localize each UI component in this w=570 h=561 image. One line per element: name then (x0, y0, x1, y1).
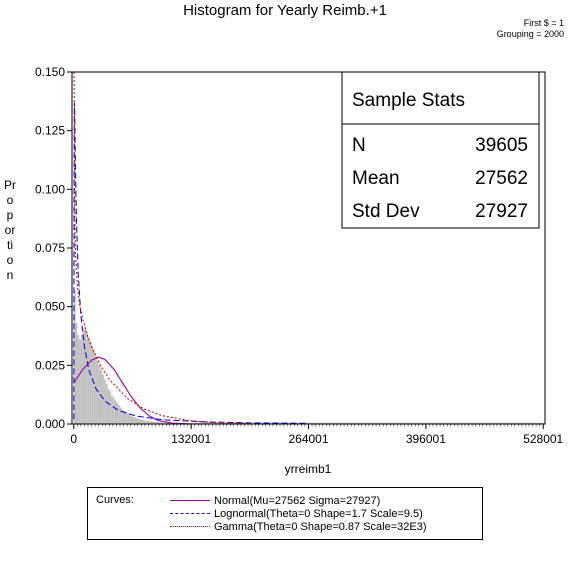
histogram-bar (95, 355, 97, 424)
histogram-bar (130, 415, 133, 424)
histogram-bar (88, 337, 90, 424)
x-tick-label: 396001 (406, 432, 446, 446)
stat-value-n: 39605 (475, 135, 528, 156)
curves-legend: Curves: Normal(Mu=27562 Sigma=27927) Log… (87, 487, 483, 540)
x-axis-label: yrreimb1 (285, 462, 332, 476)
bars-layer (73, 290, 544, 424)
legend-swatch-lognormal (170, 513, 210, 514)
histogram-bar (125, 412, 128, 424)
histogram-bar (109, 391, 112, 424)
histogram-bar (155, 421, 160, 424)
histogram-bar (73, 290, 76, 424)
stat-label-n: N (352, 135, 366, 156)
histogram-bar (79, 339, 81, 424)
histogram-bar (84, 327, 87, 424)
histogram-bar (141, 419, 144, 424)
x-tick-label: 132001 (171, 432, 211, 446)
stat-label-std-dev: Std Dev (352, 201, 420, 222)
histogram-bar (105, 384, 108, 424)
legend-item-lognormal: Lognormal(Theta=0 Shape=1.7 Scale=9.5) (170, 507, 423, 520)
histogram-bar (77, 334, 80, 424)
sample-stats-table: Sample Stats N 39605 Mean 27562 Std Dev … (341, 71, 540, 229)
histogram-bar (143, 420, 145, 424)
histogram-bar (127, 413, 129, 424)
histogram-bar (96, 360, 99, 424)
histogram-bar (134, 417, 137, 424)
histogram-bar (148, 421, 153, 424)
y-tick-label: 0.000 (35, 417, 65, 431)
y-axis-label: Proportion (4, 178, 16, 282)
histogram-bar (112, 398, 115, 424)
histogram-bar (98, 365, 101, 424)
histogram-bar (86, 332, 89, 424)
legend-item-gamma: Gamma(Theta=0 Shape=0.87 Scale=32E3) (170, 520, 427, 533)
gamma-curve (73, 71, 252, 425)
y-tick-label: 0.100 (35, 182, 65, 196)
histogram-bar (75, 323, 78, 424)
y-tick-label: 0.075 (35, 241, 65, 255)
histogram-bar (128, 414, 131, 424)
y-tick-label: 0.025 (35, 358, 65, 372)
histogram-bar (132, 416, 135, 424)
histogram-bar (82, 330, 85, 424)
x-tick-label: 528001 (523, 432, 563, 446)
legend-label-lognormal: Lognormal(Theta=0 Shape=1.7 Scale=9.5) (214, 507, 423, 520)
normal-curve (73, 356, 190, 425)
histogram-bar (144, 420, 149, 424)
histogram-bar (152, 421, 156, 424)
stat-value-std-dev: 27927 (475, 201, 528, 222)
histogram-bar (137, 418, 140, 424)
stat-value-mean: 27562 (475, 168, 528, 189)
y-tick-label: 0.150 (35, 65, 65, 79)
sample-stats-title: Sample Stats (352, 90, 465, 111)
histogram-bar (80, 334, 83, 424)
histogram-bar (89, 341, 92, 424)
chart-title: Histogram for Yearly Reimb.+1 (183, 2, 387, 19)
histogram-bar (116, 402, 119, 424)
legend-item-normal: Normal(Mu=27562 Sigma=27927) (170, 494, 380, 507)
histogram-bar (111, 395, 113, 424)
curves-layer (73, 71, 309, 425)
legend-swatch-gamma (170, 526, 210, 527)
legend-swatch-normal (170, 500, 210, 501)
histogram-bar (114, 400, 117, 424)
histogram-bar (139, 419, 142, 424)
histogram-bar (123, 411, 126, 424)
histogram-bar (159, 422, 163, 424)
histogram-bar (93, 351, 96, 424)
legend-label-gamma: Gamma(Theta=0 Shape=0.87 Scale=32E3) (214, 520, 427, 533)
x-tick-label: 264001 (288, 432, 328, 446)
axes-layer: 0.000 0.025 0.050 0.075 0.100 0.125 0.150 0 1320… (35, 65, 564, 446)
lognormal-curve (73, 102, 309, 424)
first-dollar-note: First $ = 1 (523, 18, 564, 28)
y-tick-label: 0.050 (35, 300, 65, 314)
histogram-bar (162, 422, 172, 424)
x-tick-label: 0 (70, 432, 77, 446)
histogram-bar (104, 379, 106, 424)
grouping-note: Grouping = 2000 (496, 29, 564, 39)
y-tick-label: 0.125 (35, 124, 65, 138)
histogram-bar (121, 409, 124, 424)
legend-label-normal: Normal(Mu=27562 Sigma=27927) (214, 494, 381, 507)
legend-heading: Curves: (96, 494, 134, 506)
stat-label-mean: Mean (352, 168, 400, 189)
histogram-bar (91, 346, 94, 424)
histogram-bar (136, 418, 138, 424)
histogram-bar (118, 405, 121, 424)
histogram-bar (107, 388, 110, 424)
histogram-bar (120, 407, 122, 424)
